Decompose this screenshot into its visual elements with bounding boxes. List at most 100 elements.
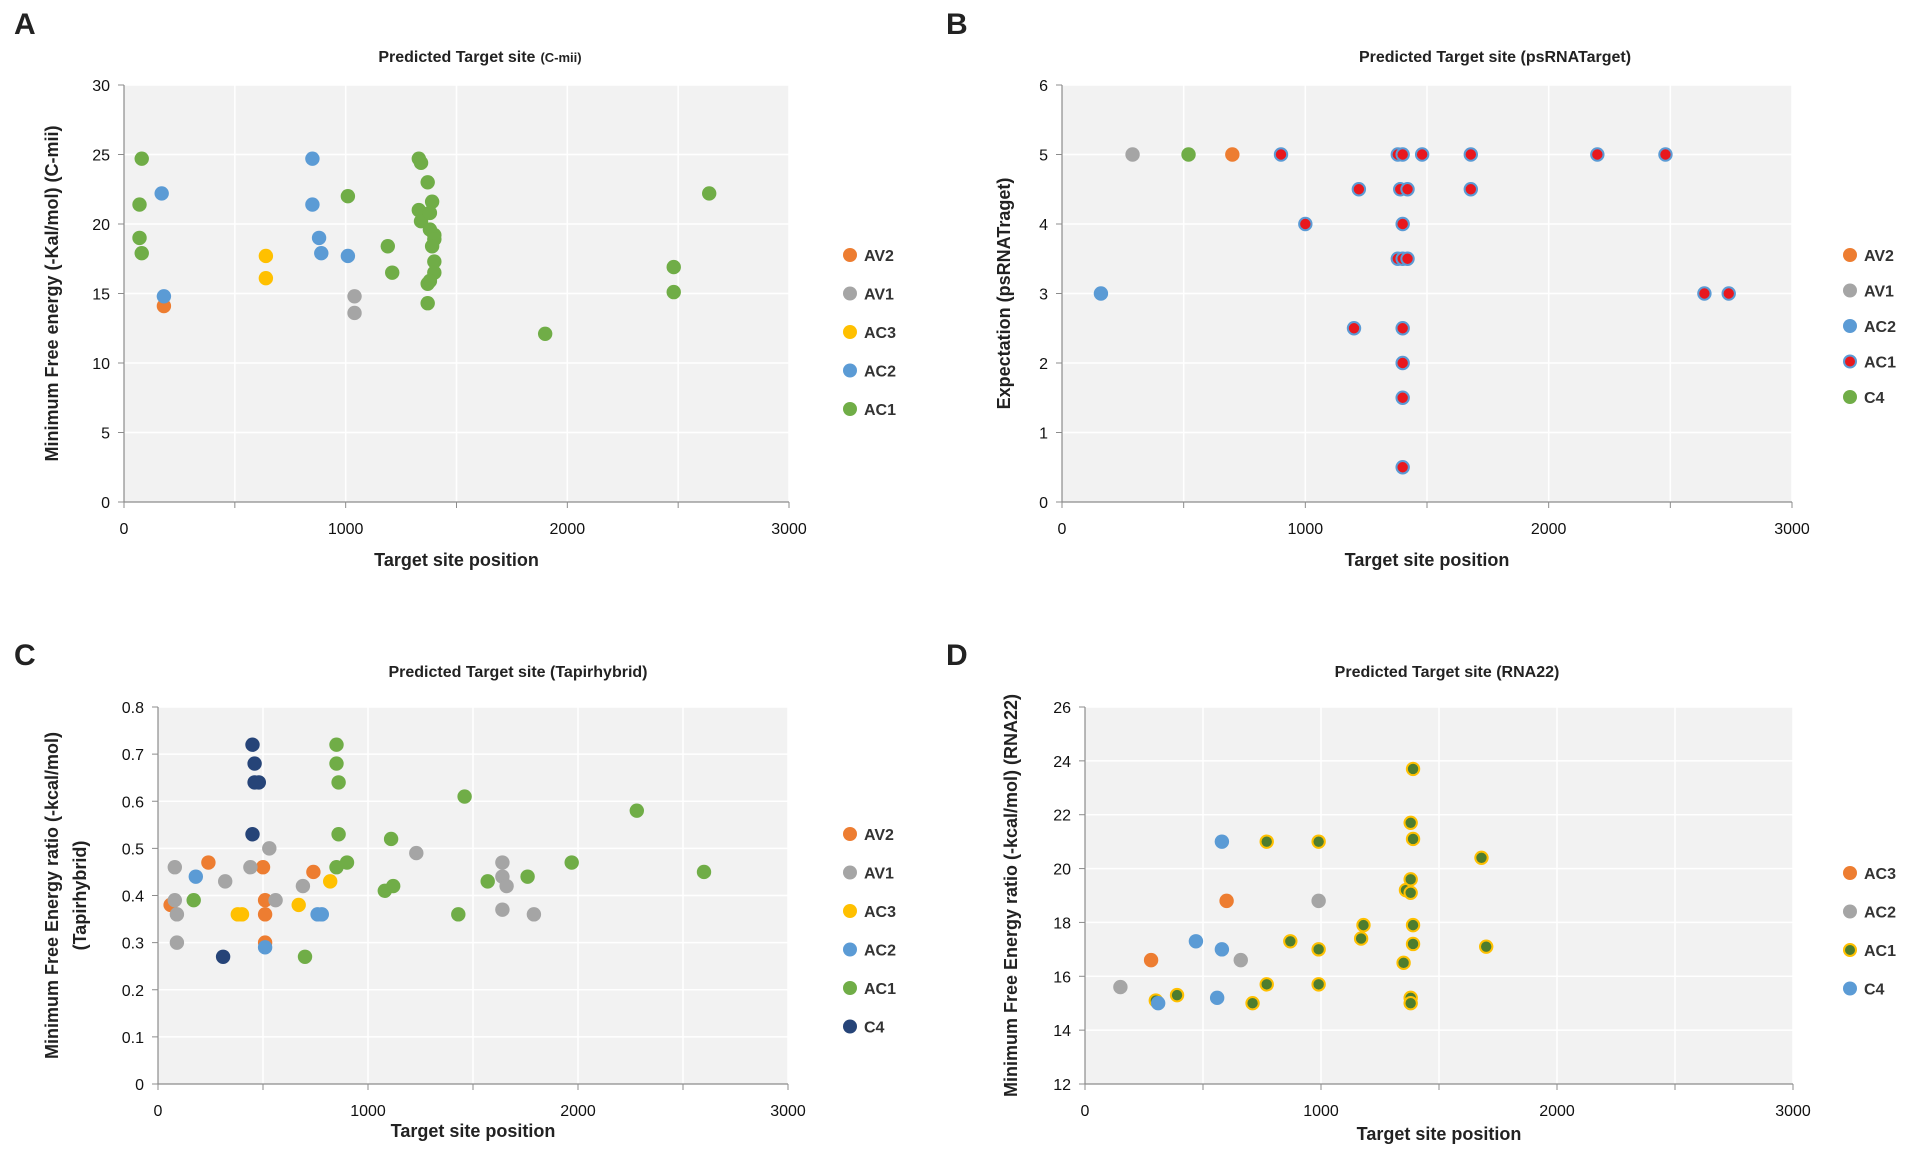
legend-label: AC1: [1864, 355, 1896, 372]
data-point: [305, 151, 320, 166]
legend-marker: [843, 325, 857, 339]
data-point: [1403, 815, 1418, 830]
data-point: [1395, 355, 1410, 371]
legend-marker: [843, 363, 857, 378]
legend-marker: [843, 827, 857, 841]
data-point: [1283, 934, 1298, 949]
data-point: [499, 878, 514, 894]
legend-label: AV2: [1864, 248, 1894, 265]
data-point: [1214, 942, 1230, 957]
x-tick-label: 2000: [1531, 521, 1567, 538]
data-point: [1721, 286, 1736, 301]
data-point: [1273, 147, 1289, 162]
legend-label: AC3: [864, 904, 896, 921]
data-point: [167, 893, 182, 908]
chart-title-main: Predicted Target site (Tapirhybrid): [388, 664, 647, 681]
legend-marker: [1843, 866, 1857, 880]
y-tick-label: 0.1: [122, 1030, 144, 1047]
panel-d: D 0 1000 2000 3000 12 14 16 18 20 22 24 26 Predicted …: [946, 639, 1896, 1144]
data-point: [306, 864, 321, 880]
data-point: [329, 756, 344, 771]
data-point: [257, 907, 273, 922]
data-point: [340, 248, 356, 264]
y-tick-label: 12: [1053, 1077, 1071, 1094]
data-point: [1245, 996, 1260, 1011]
data-point: [385, 265, 400, 280]
data-point: [1356, 917, 1371, 933]
legend-label: AC2: [864, 943, 896, 960]
data-point: [1093, 286, 1109, 301]
panel-letter: A: [14, 8, 36, 41]
data-point: [329, 737, 344, 752]
data-point: [1259, 834, 1274, 849]
data-point: [495, 855, 510, 870]
legend-label: AC1: [1864, 943, 1896, 960]
data-point: [245, 737, 260, 752]
data-point: [1405, 936, 1421, 952]
legend-label: C4: [1864, 982, 1885, 999]
data-point: [154, 186, 169, 201]
legend-marker: [1843, 943, 1857, 957]
y-tick-label: 5: [101, 426, 110, 443]
data-point: [169, 935, 185, 950]
data-point: [331, 827, 346, 842]
data-point: [420, 296, 435, 311]
data-point: [1697, 286, 1712, 301]
data-point: [167, 860, 182, 875]
y-tick-label: 0: [1039, 495, 1048, 512]
data-point: [188, 869, 203, 884]
data-point: [331, 775, 346, 790]
legend-label: AC2: [864, 364, 896, 381]
data-point: [386, 878, 401, 894]
x-axis-label: Target site position: [391, 1121, 556, 1141]
legend: AV2 AV1 AC2 AC1 C4: [1843, 248, 1896, 407]
legend-label: AC1: [864, 981, 896, 998]
legend-marker: [1843, 981, 1857, 996]
data-point: [245, 827, 260, 842]
data-point: [262, 841, 277, 856]
data-point: [1405, 831, 1421, 847]
data-point: [258, 248, 274, 264]
data-point: [427, 254, 442, 269]
series-ac2: [1113, 893, 1326, 995]
legend-marker: [843, 1019, 857, 1034]
y-tick-label: 14: [1053, 1023, 1071, 1040]
y-tick-label: 18: [1053, 915, 1071, 932]
data-point: [380, 239, 395, 254]
y-axis-label-line2: (Tapirhybrid): [70, 841, 90, 951]
series-av1: [347, 289, 362, 321]
legend: AC3 AC2 AC1 C4: [1843, 866, 1896, 999]
y-tick-label: 22: [1053, 808, 1071, 825]
data-point: [247, 756, 262, 771]
legend-label: C4: [1864, 390, 1885, 407]
x-tick-label: 3000: [771, 521, 807, 538]
data-point: [340, 189, 356, 204]
data-point: [314, 245, 329, 261]
data-point: [295, 878, 311, 894]
data-point: [451, 907, 466, 922]
y-tick-label: 1: [1039, 426, 1048, 443]
data-point: [1150, 996, 1166, 1011]
data-point: [424, 239, 440, 254]
y-axis-label: Minimum Free energy (-Kal/mol) (C-mii): [42, 125, 62, 461]
data-point: [257, 940, 273, 955]
y-tick-label: 24: [1053, 754, 1071, 771]
data-point: [1414, 147, 1430, 162]
panel-letter: D: [946, 639, 968, 672]
y-tick-label: 15: [92, 287, 110, 304]
data-point: [305, 197, 320, 212]
data-point: [422, 205, 438, 221]
y-tick-label: 20: [92, 217, 110, 234]
data-point: [156, 289, 172, 304]
data-point: [409, 845, 424, 861]
legend-label: AC3: [1864, 866, 1896, 883]
data-point: [1214, 834, 1230, 849]
legend-label: C4: [864, 1020, 885, 1037]
x-tick-label: 3000: [1774, 521, 1810, 538]
legend-label: AV1: [864, 866, 894, 883]
data-point: [186, 893, 201, 908]
data-point: [1463, 182, 1479, 197]
x-tick-label: 0: [120, 521, 129, 538]
legend-marker: [1843, 354, 1857, 369]
data-point: [255, 860, 271, 875]
